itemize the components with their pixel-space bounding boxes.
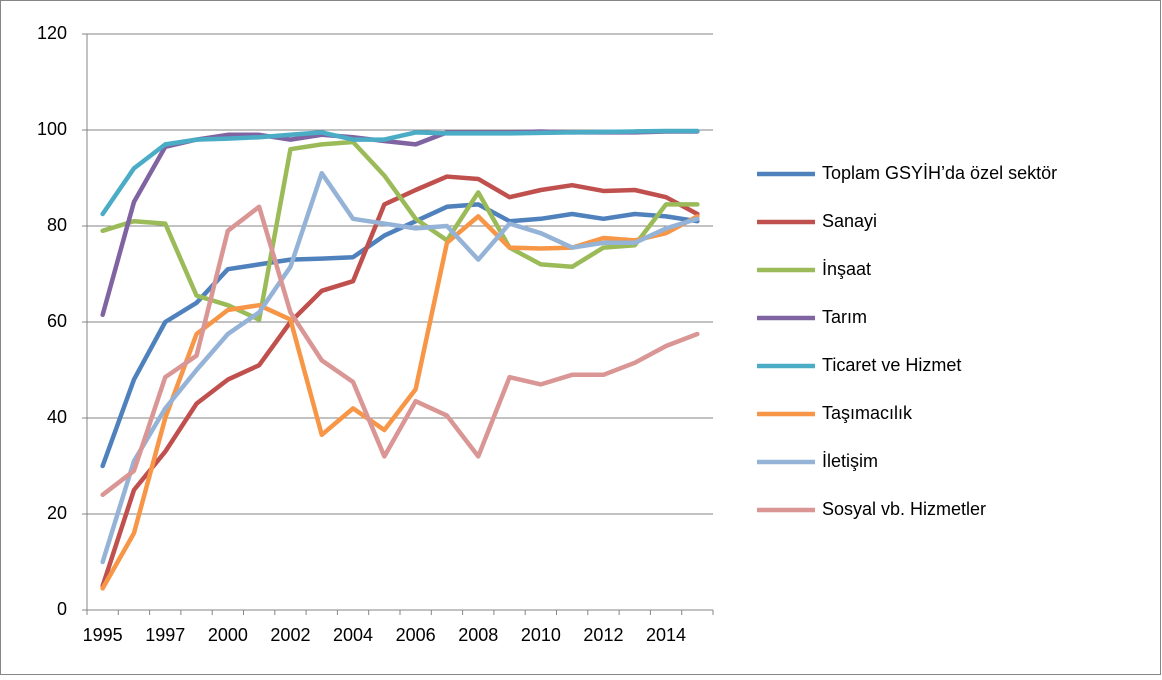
series-line xyxy=(100,128,700,217)
series-line xyxy=(100,204,700,498)
y-tick-label: 100 xyxy=(37,119,67,139)
x-tick-label: 2002 xyxy=(270,625,310,645)
x-tick-label: 2004 xyxy=(333,625,373,645)
y-tick-label: 40 xyxy=(47,407,67,427)
y-tick-label: 60 xyxy=(47,311,67,331)
y-tick-label: 20 xyxy=(47,503,67,523)
series-line xyxy=(100,170,700,565)
y-tick-label: 0 xyxy=(57,599,67,619)
legend-label: Ticaret ve Hizmet xyxy=(822,355,961,375)
x-tick-label: 2008 xyxy=(458,625,498,645)
series-line xyxy=(100,139,700,322)
legend-label: Sosyal vb. Hizmetler xyxy=(822,499,986,519)
x-tick-label: 2000 xyxy=(208,625,248,645)
x-tick-label: 1995 xyxy=(83,625,123,645)
legend-label: Tarım xyxy=(822,307,867,327)
x-tick-label: 2014 xyxy=(646,625,686,645)
y-tick-label: 80 xyxy=(47,215,67,235)
y-tick-label: 120 xyxy=(37,23,67,43)
x-tick-label: 2012 xyxy=(583,625,623,645)
x-tick-label: 2010 xyxy=(521,625,561,645)
legend-label: Sanayi xyxy=(822,211,877,231)
legend-label: Taşımacılık xyxy=(822,403,913,423)
legend-label: İletişim xyxy=(822,451,878,471)
x-tick-label: 2006 xyxy=(396,625,436,645)
legend-label: Toplam GSYİH’da özel sektör xyxy=(822,163,1057,183)
x-tick-label: 1997 xyxy=(145,625,185,645)
legend-label: İnşaat xyxy=(822,259,871,279)
